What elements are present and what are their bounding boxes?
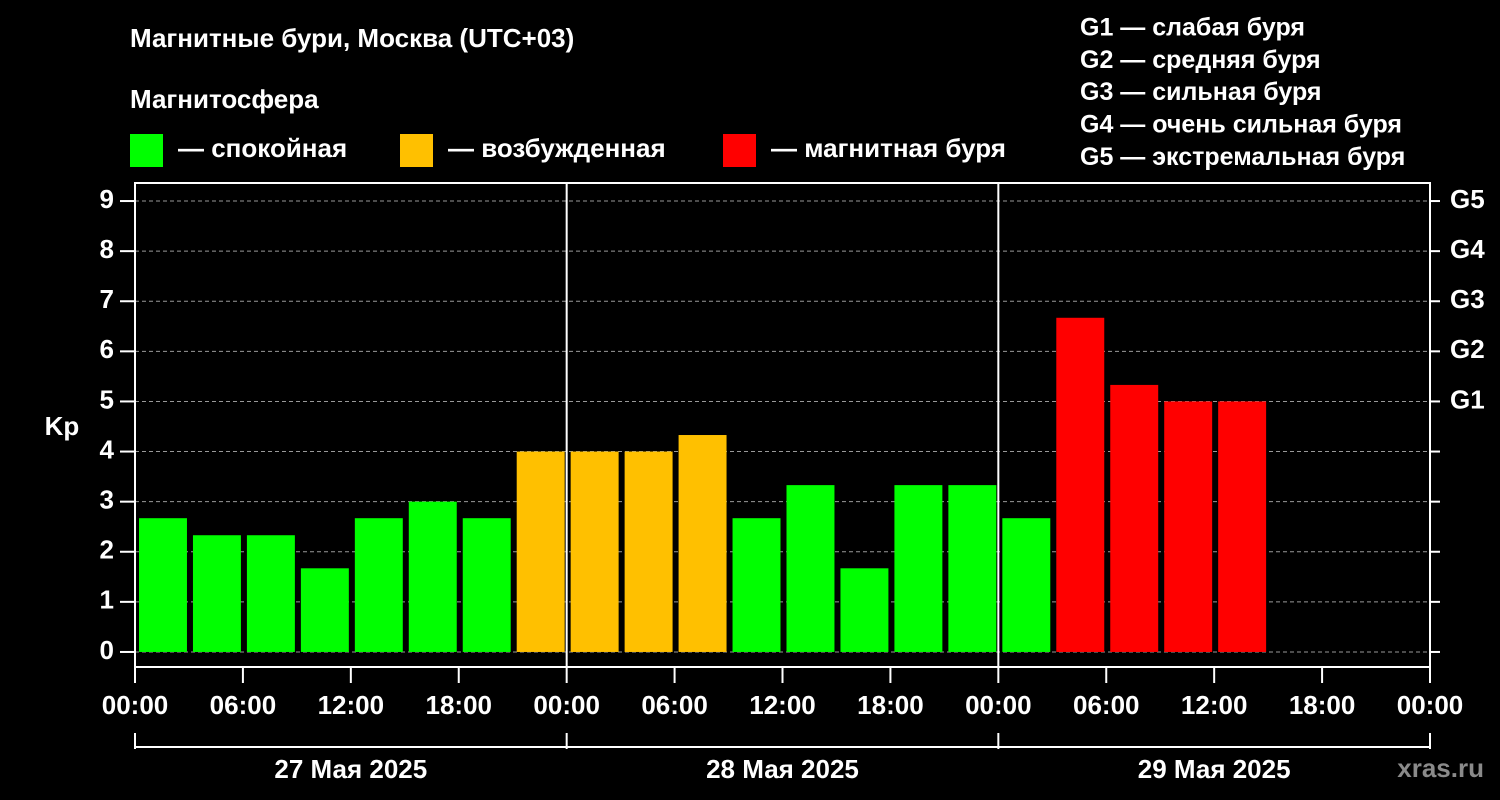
- y-axis-label: Kp: [45, 411, 80, 441]
- legend-title: Магнитосфера: [130, 84, 319, 114]
- bar: [948, 485, 997, 652]
- bar: [1164, 401, 1213, 652]
- y-tick-label: 8: [100, 234, 114, 264]
- x-tick-label: 18:00: [1289, 690, 1356, 720]
- g-scale-entry: G4 — очень сильная буря: [1080, 111, 1402, 139]
- bar: [678, 435, 727, 652]
- x-tick-label: 06:00: [641, 690, 708, 720]
- day-label: 29 Мая 2025: [1138, 754, 1291, 784]
- bar: [1110, 384, 1159, 652]
- legend-swatch: [400, 134, 433, 167]
- x-tick-label: 12:00: [1181, 690, 1248, 720]
- y-tick-label: 0: [100, 635, 114, 665]
- y-tick-label: 7: [100, 284, 114, 314]
- watermark: xras.ru: [1397, 753, 1484, 783]
- bar: [192, 535, 241, 652]
- y2-tick-label: G5: [1450, 184, 1485, 214]
- legend-swatch: [723, 134, 756, 167]
- day-label: 27 Мая 2025: [274, 754, 427, 784]
- bar: [246, 535, 295, 652]
- y-tick-label: 2: [100, 535, 114, 565]
- bar: [1056, 317, 1105, 652]
- x-tick-label: 00:00: [533, 690, 600, 720]
- x-tick-label: 00:00: [102, 690, 169, 720]
- bar: [840, 568, 889, 652]
- g-scale-entry: G1 — слабая буря: [1080, 14, 1305, 42]
- bar: [408, 501, 457, 652]
- x-tick-label: 06:00: [1073, 690, 1140, 720]
- x-tick-label: 00:00: [965, 690, 1032, 720]
- legend-label: — возбужденная: [448, 133, 666, 163]
- bar: [516, 451, 565, 652]
- legend-swatch: [130, 134, 163, 167]
- legend-label: — магнитная буря: [771, 133, 1006, 163]
- x-tick-label: 12:00: [749, 690, 816, 720]
- bar: [139, 518, 187, 652]
- y2-tick-label: G3: [1450, 284, 1485, 314]
- day-label: 28 Мая 2025: [706, 754, 859, 784]
- bar: [732, 518, 781, 652]
- bar: [894, 485, 943, 652]
- y-tick-label: 5: [100, 384, 114, 414]
- g-scale-entry: G5 — экстремальная буря: [1080, 143, 1405, 171]
- bar: [1002, 518, 1051, 652]
- y-tick-label: 6: [100, 334, 114, 364]
- y-tick-label: 4: [100, 434, 115, 464]
- y2-tick-label: G1: [1450, 384, 1485, 414]
- bar: [624, 451, 673, 652]
- bar: [1218, 401, 1267, 652]
- bar: [462, 518, 511, 652]
- bar: [786, 485, 835, 652]
- chart-title: Магнитные бури, Москва (UTC+03): [130, 23, 574, 53]
- x-tick-label: 12:00: [318, 690, 385, 720]
- bar: [570, 451, 619, 652]
- bar: [354, 518, 403, 652]
- g-scale-entry: G3 — сильная буря: [1080, 78, 1322, 106]
- legend-label: — спокойная: [178, 133, 347, 163]
- y2-tick-label: G2: [1450, 334, 1485, 364]
- x-tick-label: 00:00: [1397, 690, 1464, 720]
- y2-tick-label: G4: [1450, 234, 1485, 264]
- y-tick-label: 3: [100, 485, 114, 515]
- x-tick-label: 06:00: [210, 690, 277, 720]
- g-scale-entry: G2 — средняя буря: [1080, 46, 1321, 74]
- x-tick-label: 18:00: [857, 690, 924, 720]
- y-tick-label: 1: [100, 585, 114, 615]
- x-tick-label: 18:00: [426, 690, 493, 720]
- y-tick-label: 9: [100, 184, 114, 214]
- bar: [300, 568, 349, 652]
